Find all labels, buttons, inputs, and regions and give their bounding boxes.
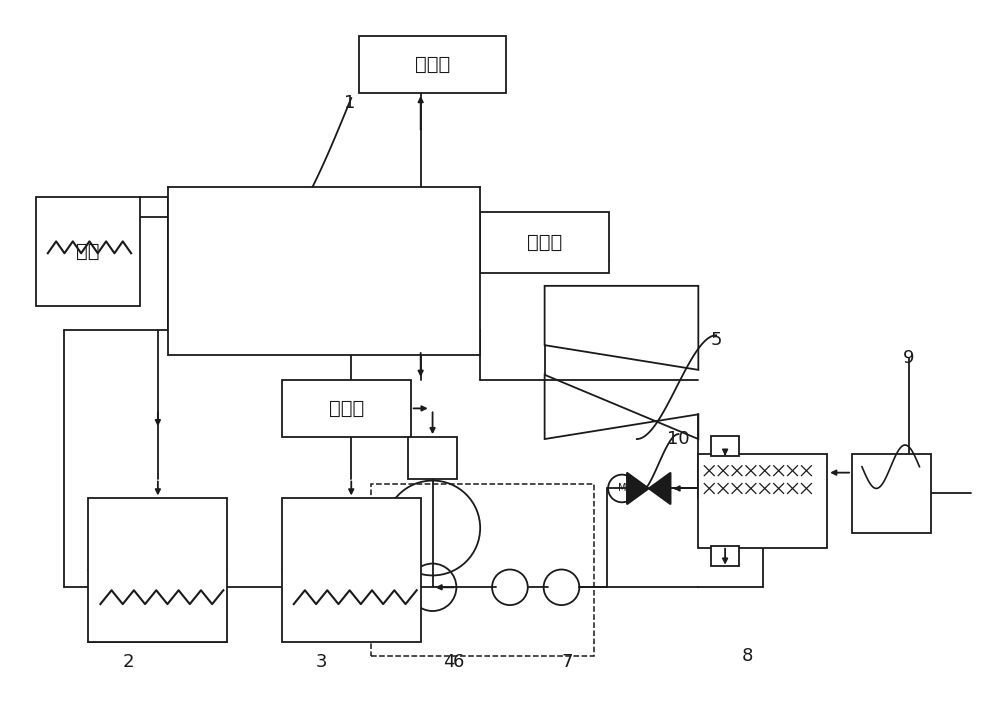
Bar [282, 498, 421, 642]
Bar [36, 197, 140, 306]
Bar [371, 483, 594, 657]
Text: 1: 1 [344, 94, 355, 112]
Bar [852, 454, 931, 533]
Bar [711, 436, 739, 456]
Text: 5: 5 [710, 332, 722, 349]
Text: 10: 10 [667, 430, 690, 448]
Text: 8: 8 [742, 647, 754, 665]
Bar [408, 437, 457, 478]
Text: 2: 2 [122, 654, 134, 672]
Bar [698, 454, 827, 548]
Text: 4: 4 [443, 654, 454, 672]
Bar [480, 212, 609, 273]
Bar [282, 379, 411, 437]
Text: 7: 7 [562, 654, 573, 672]
Polygon shape [627, 473, 649, 504]
Text: M: M [618, 483, 626, 493]
Text: 9: 9 [903, 349, 914, 367]
Text: 厂用汽: 厂用汽 [329, 399, 364, 418]
Text: 去热网: 去热网 [415, 55, 450, 74]
Bar [711, 546, 739, 566]
Polygon shape [649, 473, 671, 504]
Bar [88, 498, 227, 642]
Text: 6: 6 [453, 654, 464, 672]
Text: 3: 3 [316, 654, 327, 672]
Bar [359, 36, 506, 93]
Text: 发电机: 发电机 [527, 233, 562, 252]
Bar [168, 187, 480, 355]
Text: 锅炉: 锅炉 [76, 242, 99, 261]
